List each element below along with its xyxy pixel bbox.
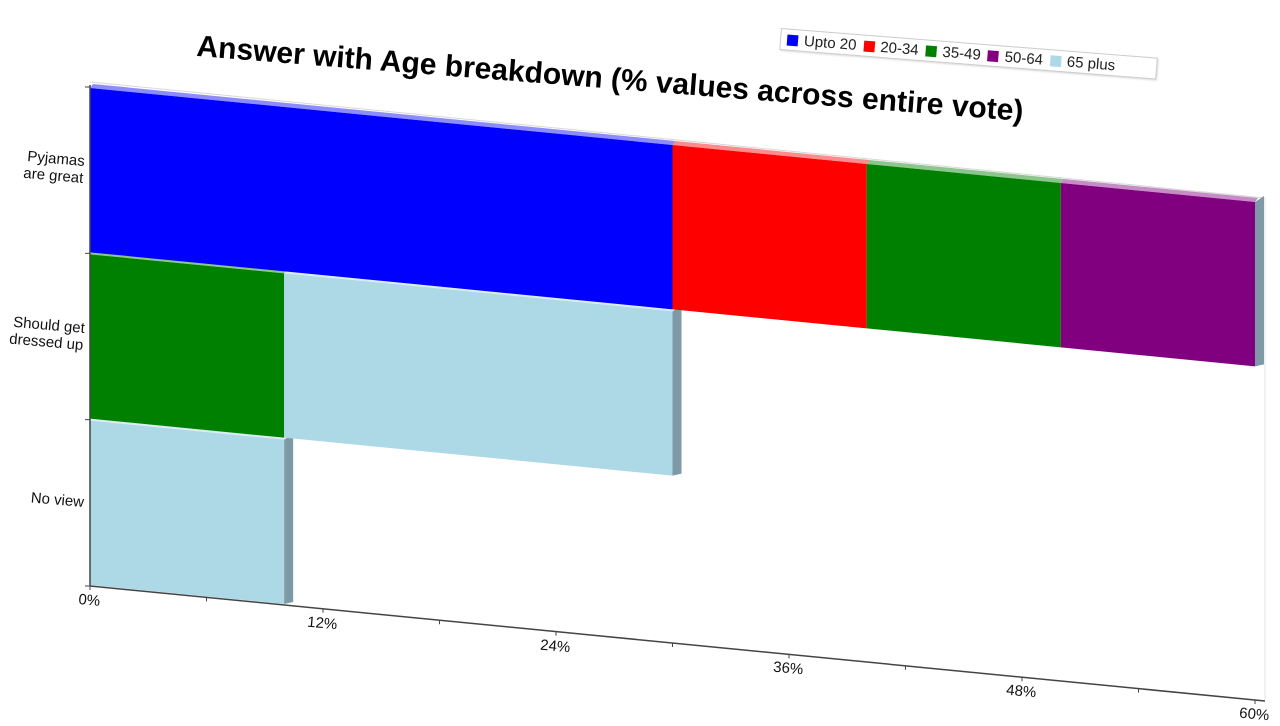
legend-swatch — [862, 40, 875, 52]
legend-item-3[interactable]: 50-64 — [987, 47, 1044, 68]
bar-side-2 — [1255, 196, 1264, 367]
legend-item-4[interactable]: 65 plus — [1049, 52, 1116, 74]
y-tick-label-2: Pyjamas are great — [0, 146, 86, 187]
y-tick-label-1: Should get dressed up — [0, 312, 86, 353]
legend-label: 20-34 — [879, 38, 920, 59]
bar-side-0 — [284, 433, 294, 604]
legend-item-0[interactable]: Upto 20 — [786, 31, 857, 53]
bar-65-plus-0 — [90, 420, 285, 604]
legend-swatch — [925, 44, 938, 57]
bar-top-0-2 — [90, 84, 676, 145]
bar-top-3-2 — [1060, 179, 1258, 202]
bar-65-plus-1 — [284, 273, 673, 476]
bar-50-64-2 — [1060, 183, 1255, 367]
bar-side-1 — [672, 305, 682, 476]
legend-item-1[interactable]: 20-34 — [862, 37, 920, 59]
legend-label: 65 plus — [1066, 53, 1116, 74]
x-tick-label-5: 60% — [1238, 704, 1270, 725]
x-axis-line — [89, 585, 1266, 702]
legend-swatch — [1049, 54, 1062, 67]
bar-35-49-2 — [866, 164, 1061, 348]
legend-label: Upto 20 — [803, 32, 858, 54]
legend-label: 35-49 — [941, 43, 982, 64]
legend-item-2[interactable]: 35-49 — [925, 42, 982, 64]
bars — [90, 84, 1264, 604]
bar-20-34-2 — [672, 145, 867, 329]
plot-top-edge — [89, 81, 1266, 199]
axes — [85, 85, 1266, 704]
legend-label: 50-64 — [1004, 48, 1044, 69]
bar-upto-20-2 — [90, 88, 673, 310]
bar-35-49-1 — [90, 254, 285, 438]
legend-swatch — [987, 49, 1000, 62]
bar-top-1-2 — [672, 141, 870, 164]
bar-top-2-2 — [866, 160, 1064, 183]
plot-frame — [89, 81, 1266, 700]
legend-swatch — [786, 34, 799, 46]
